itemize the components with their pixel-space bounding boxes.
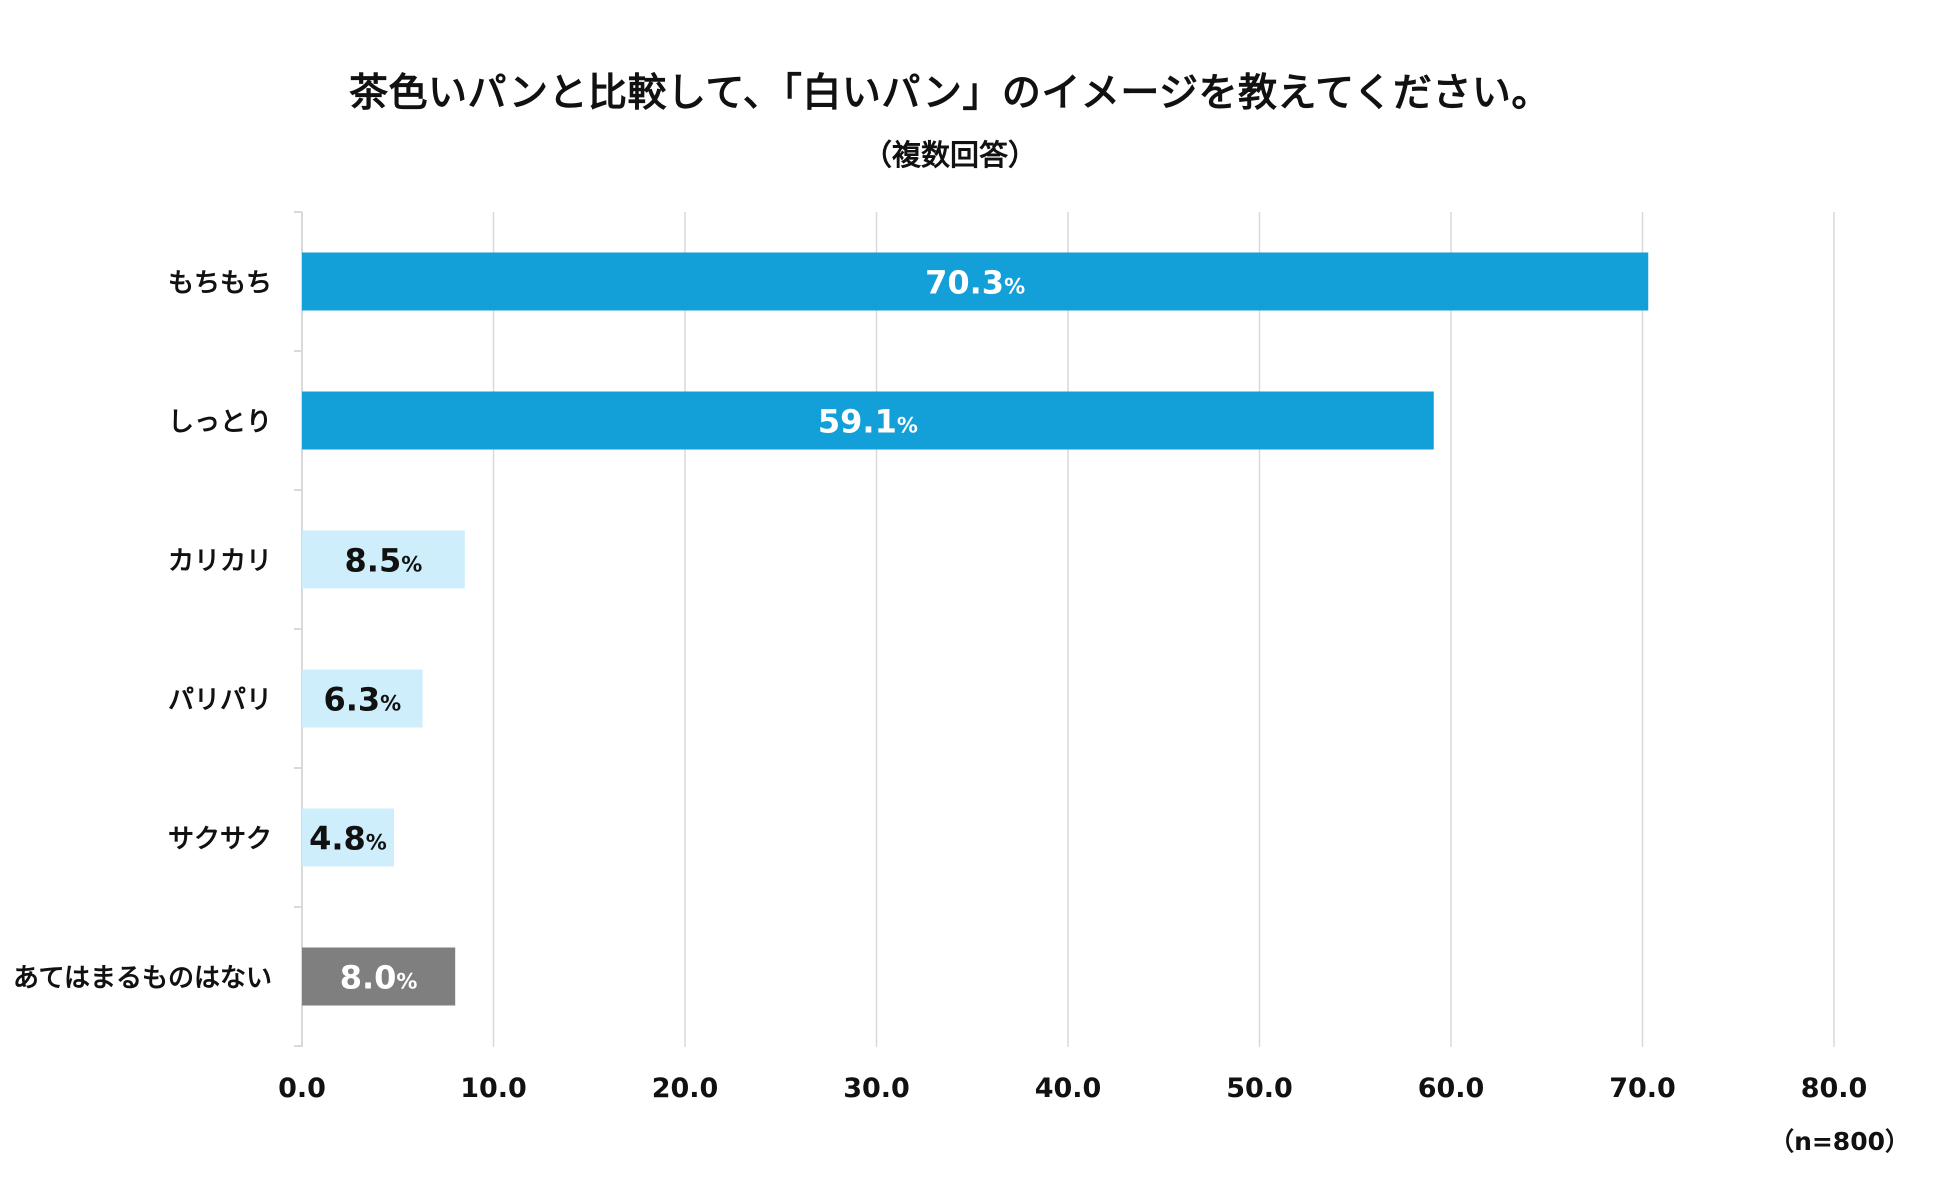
bars: 70.3% 59.1% 8.5% 6.3% 4.8% 8.0% bbox=[302, 252, 1649, 1006]
bar bbox=[302, 530, 465, 589]
y-axis bbox=[294, 211, 303, 1047]
category-label: パリパリ bbox=[168, 686, 272, 716]
chart-subtitle: （複数回答） bbox=[862, 138, 1037, 172]
bar bbox=[302, 947, 456, 1006]
bar bbox=[302, 669, 423, 728]
bar bbox=[302, 252, 1649, 311]
x-tick-label: 20.0 bbox=[652, 1073, 719, 1104]
category-label: しっとり bbox=[168, 408, 272, 438]
x-tick-label: 80.0 bbox=[1801, 1073, 1868, 1104]
data-label: 70.3% bbox=[925, 264, 1025, 302]
x-tick-label: 60.0 bbox=[1418, 1073, 1485, 1104]
bar bbox=[302, 391, 1434, 450]
chart-title: 茶色いパンと比較して、「白いパン」のイメージを教えてください。 bbox=[349, 71, 1551, 116]
category-label: サクサク bbox=[168, 825, 272, 855]
category-label: カリカリ bbox=[168, 547, 272, 577]
data-label: 8.0% bbox=[340, 959, 418, 997]
category-label: あてはまるものはない bbox=[13, 964, 272, 994]
x-axis-tick-labels: 0.0 10.0 20.0 30.0 40.0 50.0 60.0 70.0 80.0 bbox=[278, 1073, 1867, 1104]
x-tick-label: 40.0 bbox=[1035, 1073, 1102, 1104]
x-tick-label: 30.0 bbox=[843, 1073, 910, 1104]
bar bbox=[302, 808, 394, 867]
category-label: もちもち bbox=[168, 269, 272, 299]
data-label: 59.1% bbox=[818, 403, 918, 441]
x-tick-label: 10.0 bbox=[460, 1073, 527, 1104]
data-label: 6.3% bbox=[323, 681, 401, 719]
data-label: 4.8% bbox=[309, 820, 387, 858]
x-tick-label: 50.0 bbox=[1226, 1073, 1293, 1104]
gridlines bbox=[492, 212, 1835, 1047]
sample-size-note: （n=800） bbox=[1769, 1127, 1910, 1156]
x-tick-label: 0.0 bbox=[278, 1073, 326, 1104]
x-tick-label: 70.0 bbox=[1609, 1073, 1676, 1104]
data-label: 8.5% bbox=[345, 542, 423, 580]
